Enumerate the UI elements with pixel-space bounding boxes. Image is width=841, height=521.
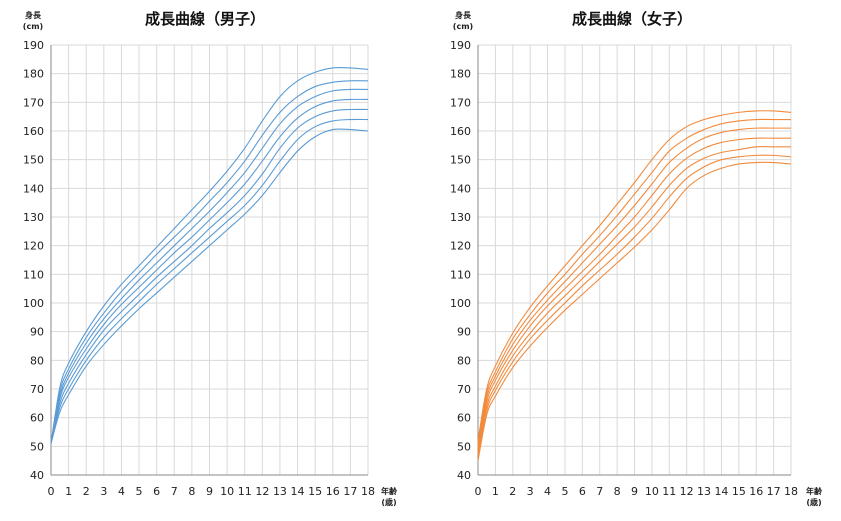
boys-y-tick-label: 130	[23, 211, 44, 224]
girls-y-tick-label: 60	[457, 412, 471, 425]
girls-y-tick-label: 110	[450, 268, 471, 281]
boys-y-tick-label: 160	[23, 125, 44, 138]
boys-series-line-2	[50, 118, 369, 444]
boys-x-axis-label: 年齢	[381, 486, 398, 496]
boys-x-tick-label: 3	[100, 485, 107, 498]
girls-x-tick-label: 18	[784, 485, 798, 498]
boys-x-tick-label: 14	[291, 485, 305, 498]
boys-y-tick-label: 80	[30, 354, 44, 367]
boys-x-tick-label: 18	[361, 485, 375, 498]
girls-x-tick-label: 7	[596, 485, 603, 498]
boys-series-line-5	[50, 88, 369, 444]
girls-y-tick-label: 80	[457, 354, 471, 367]
boys-x-axis-unit: (歳)	[381, 497, 396, 507]
girls-x-tick-label: 10	[645, 485, 659, 498]
girls-y-axis-label: 身長	[455, 10, 472, 20]
girls-growth-chart: 0 1 2 3 4 5 6 7 8 9 10 11 12 13 14 15 16 17 18405060708090…	[450, 10, 823, 507]
boys-x-tick-label: 15	[308, 485, 322, 498]
girls-x-tick-label: 15	[732, 485, 746, 498]
boys-y-tick-label: 60	[30, 412, 44, 425]
boys-y-tick-label: 120	[23, 240, 44, 253]
boys-y-tick-label: 180	[23, 68, 44, 81]
boys-x-tick-label: 10	[220, 485, 234, 498]
girls-y-tick-label: 140	[450, 182, 471, 195]
boys-y-tick-label: 110	[23, 268, 44, 281]
boys-y-axis-unit: (cm)	[23, 22, 43, 31]
girls-series-line-7	[477, 110, 792, 441]
boys-chart-title: 成長曲線（男子）	[145, 10, 265, 28]
boys-x-tick-label: 2	[83, 485, 90, 498]
boys-x-tick-label: 16	[326, 485, 340, 498]
girls-y-tick-label: 40	[457, 469, 471, 482]
girls-x-tick-label: 6	[579, 485, 586, 498]
boys-x-tick-label: 7	[171, 485, 178, 498]
boys-x-tick-label: 13	[273, 485, 287, 498]
girls-series-line-5	[477, 127, 791, 447]
boys-y-tick-label: 170	[23, 96, 44, 109]
girls-x-tick-label: 2	[509, 485, 516, 498]
girls-y-tick-label: 190	[450, 39, 471, 52]
boys-series-line-6	[50, 80, 369, 444]
boys-y-tick-label: 50	[30, 440, 44, 453]
boys-x-tick-label: 0	[48, 485, 55, 498]
girls-series-line-1	[477, 161, 792, 461]
girls-y-tick-label: 90	[457, 326, 471, 339]
boys-y-tick-label: 140	[23, 182, 44, 195]
girls-x-tick-label: 12	[680, 485, 694, 498]
boys-x-tick-label: 9	[206, 485, 213, 498]
girls-y-tick-label: 70	[457, 383, 471, 396]
girls-y-axis-unit: (cm)	[453, 22, 473, 31]
girls-y-tick-label: 170	[450, 96, 471, 109]
girls-x-tick-label: 8	[614, 485, 621, 498]
boys-series-line-4	[50, 98, 369, 444]
girls-x-tick-label: 5	[561, 485, 568, 498]
boys-y-tick-label: 40	[30, 469, 44, 482]
girls-x-tick-label: 4	[544, 485, 551, 498]
girls-y-tick-label: 150	[450, 154, 471, 167]
girls-chart-title: 成長曲線（女子）	[572, 10, 692, 28]
girls-y-tick-label: 130	[450, 211, 471, 224]
girls-series-line-3	[477, 146, 791, 453]
boys-y-tick-label: 100	[23, 297, 44, 310]
boys-x-tick-label: 12	[255, 485, 269, 498]
girls-x-tick-label: 17	[767, 485, 781, 498]
girls-x-tick-label: 14	[714, 485, 728, 498]
boys-x-tick-label: 17	[343, 485, 357, 498]
girls-x-tick-label: 1	[492, 485, 499, 498]
boys-y-tick-label: 150	[23, 154, 44, 167]
boys-series-line-1	[50, 128, 369, 444]
girls-series-line-2	[477, 154, 792, 456]
boys-x-tick-label: 5	[136, 485, 143, 498]
boys-y-tick-label: 190	[23, 39, 44, 52]
girls-x-axis-label: 年齢	[806, 486, 823, 496]
girls-x-tick-label: 16	[749, 485, 763, 498]
boys-x-tick-label: 1	[65, 485, 72, 498]
girls-x-axis-unit: (歳)	[806, 497, 821, 507]
girls-series-line-6	[477, 118, 791, 444]
boys-y-tick-label: 90	[30, 326, 44, 339]
girls-x-tick-label: 0	[475, 485, 482, 498]
boys-x-tick-label: 8	[188, 485, 195, 498]
girls-y-tick-label: 160	[450, 125, 471, 138]
girls-y-tick-label: 50	[457, 440, 471, 453]
boys-growth-chart: 0 1 2 3 4 5 6 7 8 9 10 11 12 13 14 15 16 17 18405060708090…	[23, 10, 398, 507]
boys-x-tick-label: 11	[238, 485, 252, 498]
boys-y-tick-label: 70	[30, 383, 44, 396]
girls-y-tick-label: 100	[450, 297, 471, 310]
boys-series-line-7	[50, 67, 369, 444]
boys-series-line-3	[50, 108, 369, 444]
girls-x-tick-label: 11	[662, 485, 676, 498]
girls-x-tick-label: 9	[631, 485, 638, 498]
boys-x-tick-label: 6	[153, 485, 160, 498]
girls-series-line-4	[477, 137, 791, 450]
girls-x-tick-label: 3	[527, 485, 534, 498]
girls-x-tick-label: 13	[697, 485, 711, 498]
girls-y-tick-label: 120	[450, 240, 471, 253]
girls-y-tick-label: 180	[450, 68, 471, 81]
boys-x-tick-label: 4	[118, 485, 125, 498]
boys-y-axis-label: 身長	[25, 10, 42, 20]
